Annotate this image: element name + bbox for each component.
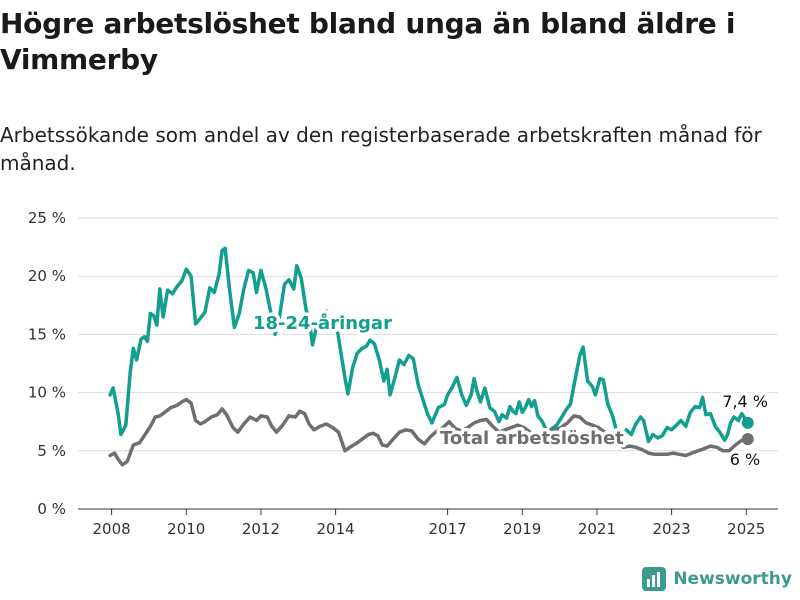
y-tick-label: 5 %	[37, 442, 66, 460]
x-tick-label: 2012	[242, 520, 280, 538]
x-tick-label: 2008	[93, 520, 131, 538]
x-tick-label: 2025	[727, 520, 765, 538]
x-axis: 2008 2010 2012 2014 2017 2019 2021 2023 2025	[78, 508, 778, 538]
series-line-total	[108, 397, 750, 467]
x-tick-label: 2010	[167, 520, 205, 538]
x-tick-label: 2023	[653, 520, 691, 538]
series-label-youth-halo: 18-24-åringar	[253, 312, 392, 334]
end-value-label-youth-halo: 7,4 %	[722, 392, 768, 411]
series-line-youth	[108, 246, 750, 447]
page-title: Högre arbetslöshet bland unga än bland ä…	[0, 7, 736, 76]
series-lines	[108, 246, 754, 467]
x-tick-label: 2019	[503, 520, 541, 538]
y-tick-label: 15 %	[28, 325, 66, 343]
y-tick-label: 10 %	[28, 384, 66, 402]
x-tick-label: 2014	[317, 520, 355, 538]
series-label-total: Total arbetslöshet	[440, 428, 624, 449]
x-tick-label: 2017	[429, 520, 467, 538]
newsworthy-logo: Newsworthy	[641, 566, 792, 592]
y-tick-label: 20 %	[28, 267, 66, 285]
series-end-marker-total	[741, 433, 754, 446]
y-tick-label: 0 %	[37, 500, 66, 518]
end-value-label-youth: 7,4 %	[722, 392, 768, 411]
end-value-label-total-halo: 6 %	[730, 450, 760, 469]
newsworthy-logo-text: Newsworthy	[673, 569, 792, 589]
chart-subtitle: Arbetssökande som andel av den registerb…	[0, 123, 762, 175]
newsworthy-logo-icon	[642, 567, 667, 591]
series-end-marker-youth	[741, 416, 754, 429]
series-label-youth: 18-24-åringar	[253, 312, 392, 334]
end-value-label-total: 6 %	[730, 450, 760, 469]
line-chart: 0 %5 %10 %15 %20 %25 % 2008 2010 2012 2014 2…	[28, 209, 778, 538]
x-tick-label: 2021	[578, 520, 616, 538]
y-tick-label: 25 %	[28, 209, 66, 227]
series-label-total-halo: Total arbetslöshet	[440, 428, 624, 449]
y-gridlines	[78, 217, 778, 510]
y-axis-tick-labels: 0 % 5 % 10 % 15 % 20 % 25 %	[28, 209, 66, 518]
